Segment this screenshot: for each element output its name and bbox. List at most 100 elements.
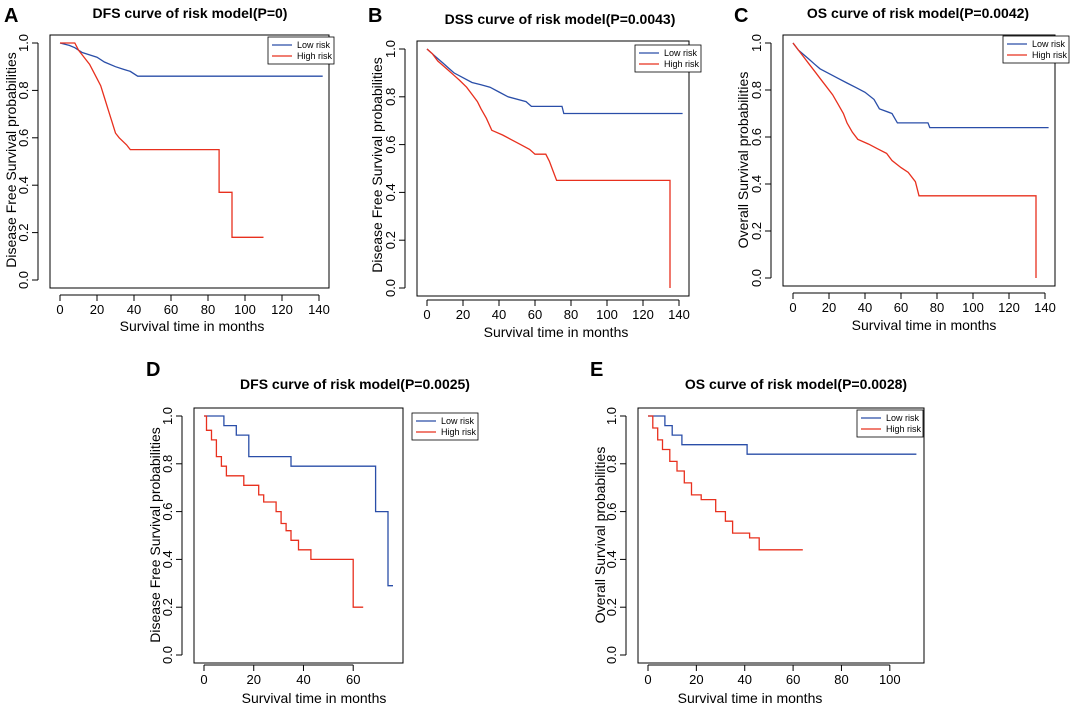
panel-e-y-tick-label: 0.4 (604, 550, 619, 568)
panel-d-x-tick-label: 40 (296, 672, 310, 687)
panel-letter-e: E (590, 359, 603, 381)
panel-a-y-tick-label: 0.2 (16, 224, 31, 242)
panel-letter-a: A (4, 5, 18, 27)
panel-letter-b: B (368, 5, 382, 27)
panel-b-y-tick-label: 1.0 (383, 40, 398, 58)
panel-b-y-tick-label: 0.2 (383, 231, 398, 249)
panel-a-high-risk-curve (60, 42, 264, 238)
panel-c-x-tick-label: 80 (930, 300, 944, 315)
panel-d-y-axis-label: Disease Free Survival probabilities (147, 427, 163, 643)
panel-d-plot-frame (193, 407, 404, 664)
panel-a: A DFS curve of risk model(P=0) Survival … (3, 5, 335, 334)
panel-b-legend-high-risk-label: High risk (664, 59, 700, 69)
panel-a-x-tick-label: 140 (308, 302, 330, 317)
panel-b-x-tick-label: 40 (492, 307, 506, 322)
panel-b: B DSS curve of risk model(P=0.0043) Surv… (368, 5, 702, 340)
panel-e-y-axis-label: Overall Survival probabilities (592, 447, 608, 624)
panel-d-high-risk-curve (204, 415, 364, 608)
panel-e-title: OS curve of risk model(P=0.0028) (685, 376, 907, 392)
panel-a-x-tick-label: 100 (234, 302, 256, 317)
panel-e-legend (856, 409, 924, 438)
panel-b-x-tick-label: 20 (456, 307, 470, 322)
panel-c-x-tick-label: 120 (998, 300, 1020, 315)
panel-a-x-tick-label: 40 (127, 302, 141, 317)
panel-e-x-tick-label: 100 (879, 672, 901, 687)
panel-c-y-tick-label: 0.8 (749, 81, 764, 99)
panel-c-x-axis-label: Survival time in months (852, 317, 997, 333)
panel-b-x-tick-label: 140 (668, 307, 690, 322)
panel-b-x-tick-label: 80 (564, 307, 578, 322)
panel-c-x-tick-label: 60 (894, 300, 908, 315)
panel-c-title: OS curve of risk model(P=0.0042) (807, 5, 1029, 21)
panel-a-title: DFS curve of risk model(P=0) (93, 5, 288, 21)
panel-a-legend-high-risk-label: High risk (297, 51, 333, 61)
panel-a-y-tick-label: 0.8 (16, 81, 31, 99)
panel-letter-d: D (146, 359, 160, 381)
panel-a-x-tick-label: 20 (90, 302, 104, 317)
panel-d-y-tick-label: 0.6 (160, 503, 175, 521)
panel-e-legend-high-risk-label: High risk (886, 424, 922, 434)
panel-b-y-tick-label: 0.6 (383, 136, 398, 154)
panel-e-x-tick-label: 60 (786, 672, 800, 687)
panel-d-legend-high-risk-label: High risk (441, 427, 477, 437)
panel-d-legend (411, 412, 479, 441)
panel-b-legend-low-risk-label: Low risk (664, 48, 698, 58)
panel-a-y-tick-label: 1.0 (16, 34, 31, 52)
panel-a-x-tick-label: 0 (56, 302, 63, 317)
panel-c-y-tick-label: 0.2 (749, 222, 764, 240)
panel-a-plot-frame (49, 34, 330, 289)
panel-b-title: DSS curve of risk model(P=0.0043) (445, 11, 676, 27)
panel-a-legend-low-risk-label: Low risk (297, 40, 331, 50)
panel-a-y-axis-label: Disease Free Survival probabilities (3, 52, 19, 268)
panel-a-x-tick-label: 80 (201, 302, 215, 317)
panel-b-x-axis-label: Survival time in months (484, 324, 629, 340)
panel-d-y-tick-label: 0.4 (160, 550, 175, 568)
panel-c-x-tick-label: 140 (1034, 300, 1056, 315)
panel-d-x-tick-label: 60 (346, 672, 360, 687)
panel-c-legend-high-risk-label: High risk (1032, 50, 1068, 60)
panel-a-legend (267, 36, 335, 65)
panel-a-x-tick-label: 60 (164, 302, 178, 317)
panel-e-x-tick-label: 40 (737, 672, 751, 687)
panel-e-x-tick-label: 20 (689, 672, 703, 687)
panel-c-legend (1002, 35, 1070, 64)
panel-a-low-risk-curve (59, 42, 323, 77)
panel-a-y-tick-label: 0.0 (16, 271, 31, 289)
panel-c-x-tick-label: 20 (822, 300, 836, 315)
panel-e-y-tick-label: 1.0 (604, 407, 619, 425)
panel-b-plot-frame (416, 40, 690, 297)
panel-d-low-risk-curve (204, 415, 393, 587)
panel-d-y-tick-label: 0.8 (160, 455, 175, 473)
panel-c-high-risk-curve (792, 42, 1037, 278)
panel-e-y-tick-label: 0.2 (604, 598, 619, 616)
panel-b-y-tick-label: 0.8 (383, 88, 398, 106)
panel-e-y-tick-label: 0.0 (604, 646, 619, 664)
panel-a-y-tick-label: 0.6 (16, 129, 31, 147)
panel-b-high-risk-curve (426, 48, 671, 288)
panel-e-legend-low-risk-label: Low risk (886, 413, 920, 423)
panel-a-y-tick-label: 0.4 (16, 176, 31, 194)
panel-c-x-tick-label: 40 (858, 300, 872, 315)
panel-d: D DFS curve of risk model(P=0.0025) Surv… (146, 359, 479, 706)
panel-c-y-tick-label: 0.4 (749, 175, 764, 193)
panel-e: E OS curve of risk model(P=0.0028) Survi… (590, 359, 925, 706)
panel-c-plot-frame (782, 34, 1056, 287)
panel-c-y-tick-label: 0.0 (749, 269, 764, 287)
panel-c: C OS curve of risk model(P=0.0042) Survi… (734, 5, 1070, 333)
panel-e-low-risk-curve (648, 415, 917, 455)
panel-letter-c: C (734, 5, 748, 27)
panel-b-low-risk-curve (426, 48, 683, 115)
panel-c-y-tick-label: 0.6 (749, 128, 764, 146)
panel-c-low-risk-curve (792, 42, 1049, 129)
panel-d-x-axis-label: Survival time in months (242, 690, 387, 706)
panel-d-x-tick-label: 0 (200, 672, 207, 687)
panel-d-x-tick-label: 20 (247, 672, 261, 687)
panel-c-y-axis-label: Overall Survival probabilities (735, 72, 751, 249)
panel-e-y-tick-label: 0.6 (604, 503, 619, 521)
panel-d-legend-low-risk-label: Low risk (441, 416, 475, 426)
panel-c-x-tick-label: 0 (789, 300, 796, 315)
panel-e-plot-frame (637, 407, 925, 664)
panel-e-x-tick-label: 80 (834, 672, 848, 687)
panel-a-x-axis-label: Survival time in months (120, 318, 265, 334)
panel-a-x-tick-label: 120 (271, 302, 293, 317)
